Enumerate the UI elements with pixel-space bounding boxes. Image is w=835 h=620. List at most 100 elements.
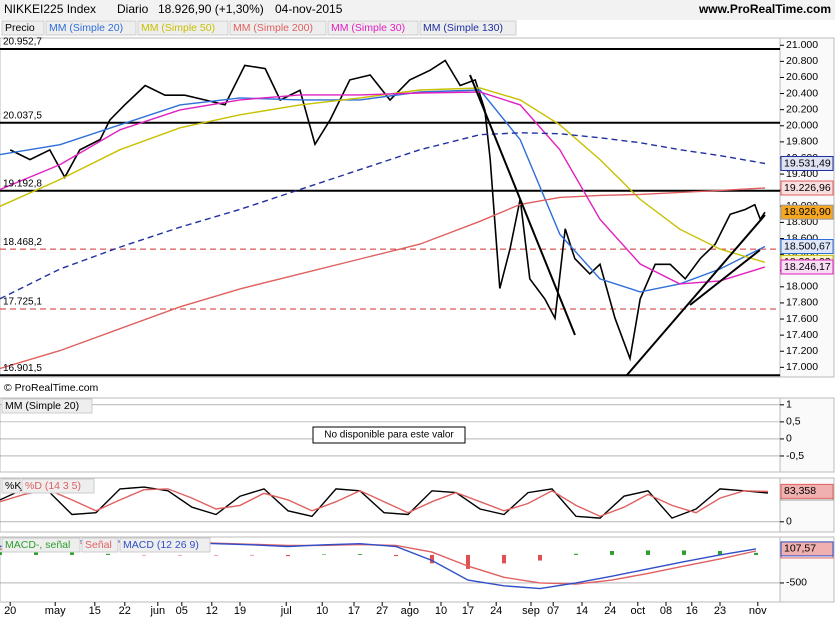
histogram-bar <box>178 554 182 556</box>
y-tick-label: 21.000 <box>786 39 818 51</box>
trend-line <box>469 74 576 336</box>
series-line <box>0 87 766 263</box>
legend-label: MACD-, señal <box>5 539 70 551</box>
trend-lines <box>469 74 766 376</box>
copyright: © ProRealTime.com <box>4 382 99 394</box>
x-tick-label: 17 <box>348 605 360 617</box>
y-tick-label: 19.800 <box>786 136 818 148</box>
plot <box>0 486 780 523</box>
series-line <box>0 132 766 300</box>
histogram-bar <box>142 554 146 556</box>
last-value-label: 83,358 <box>784 485 816 497</box>
x-tick-label: 14 <box>576 605 588 617</box>
legend-box <box>1 478 21 494</box>
last-value-box <box>780 483 834 499</box>
histogram-bar <box>250 554 254 556</box>
histogram-bar <box>502 554 506 564</box>
last-value-label: 18.246,17 <box>784 261 831 273</box>
last-value-label: 19.226,96 <box>784 182 831 194</box>
level-label: 17.725,1 <box>3 297 42 308</box>
level-label: 16.901,5 <box>3 363 42 374</box>
legend-label: %K <box>5 480 21 492</box>
x-tick-label: jul <box>280 605 292 617</box>
histogram-bar <box>322 554 326 555</box>
x-tick-label: 08 <box>660 605 672 617</box>
last-price: 18.926,90 (+1,30%) <box>158 2 264 16</box>
histogram-bar <box>214 554 218 556</box>
y-tick-label: 1 <box>786 399 792 411</box>
x-tick-label: 05 <box>176 605 188 617</box>
histogram-bar <box>574 553 578 555</box>
x-tick-label: 27 <box>376 605 388 617</box>
histogram-bar <box>682 550 686 555</box>
x-tick-label: 15 <box>89 605 101 617</box>
last-value-box <box>780 155 834 171</box>
x-tick-label: 24 <box>604 605 616 617</box>
y-tick-label: 17.000 <box>786 361 818 373</box>
header-bar <box>0 0 835 20</box>
legend-label: MM (Simple 50) <box>141 22 215 34</box>
y-tick-label: 0 <box>786 433 792 445</box>
last-value-box <box>780 541 834 557</box>
last-value-box <box>780 204 834 220</box>
series-line <box>0 486 769 519</box>
level-label: 18.468,2 <box>3 237 42 248</box>
trend-line <box>689 249 761 306</box>
legend-label: MM (Simple 130) <box>423 22 503 34</box>
y-tick-label: 20.600 <box>786 71 818 83</box>
axis-area <box>779 397 835 473</box>
y-tick-label: 17.200 <box>786 345 818 357</box>
trend-line <box>626 214 766 376</box>
y-tick-label: 20.200 <box>786 103 818 115</box>
legend-box <box>1 537 81 553</box>
y-tick-label: 20.800 <box>786 55 818 67</box>
y-tick-label: 17.800 <box>786 297 818 309</box>
legend-box <box>81 537 119 553</box>
histogram-bar <box>610 551 614 555</box>
last-value-box <box>780 180 834 196</box>
y-tick-label: 0,5 <box>786 416 801 428</box>
y-tick-label: -500 <box>786 577 807 589</box>
histogram-bar <box>358 554 362 555</box>
x-tick-label: jun <box>149 605 165 617</box>
period: Diario <box>117 2 149 16</box>
x-tick-label: 07 <box>547 605 559 617</box>
date: 04-nov-2015 <box>275 2 343 16</box>
site: www.ProRealTime.com <box>698 2 831 16</box>
last-value-label: 19.531,49 <box>784 157 831 169</box>
y-tick-label: 17.400 <box>786 329 818 341</box>
series-line <box>0 91 766 285</box>
message-box <box>312 426 466 444</box>
x-tick-label: 22 <box>119 605 131 617</box>
x-tick-label: 20 <box>4 605 16 617</box>
legend-label: Señal <box>85 539 112 551</box>
x-tick-label: may <box>45 605 66 617</box>
x-tick-label: 16 <box>686 605 698 617</box>
last-value-box <box>780 238 834 254</box>
x-tick-label: ago <box>401 605 419 617</box>
x-tick-label: nov <box>749 605 767 617</box>
x-tick-label: 24 <box>490 605 502 617</box>
last-value-label: 107,57 <box>784 543 816 555</box>
legend-box <box>229 20 327 36</box>
plot <box>0 48 780 377</box>
legend-label: %D (14 3 5) <box>25 480 81 492</box>
histogram-bar <box>34 552 38 555</box>
histogram-bar <box>394 554 398 557</box>
last-value-box <box>780 259 834 275</box>
histogram-bar <box>286 554 290 557</box>
x-tick-label: 17 <box>462 605 474 617</box>
series-line <box>0 488 769 518</box>
histogram-bar <box>466 554 470 569</box>
level-label: 20.037,5 <box>3 110 42 121</box>
x-tick-label: 10 <box>435 605 447 617</box>
y-tick-label: -0,5 <box>786 450 804 462</box>
histogram-bar <box>754 552 758 555</box>
histogram-bar <box>646 550 650 555</box>
y-tick-label: 0 <box>786 516 792 528</box>
y-tick-label: 20.400 <box>786 87 818 99</box>
histogram-bar <box>70 552 74 555</box>
symbol: NIKKEI225 Index <box>4 2 96 16</box>
